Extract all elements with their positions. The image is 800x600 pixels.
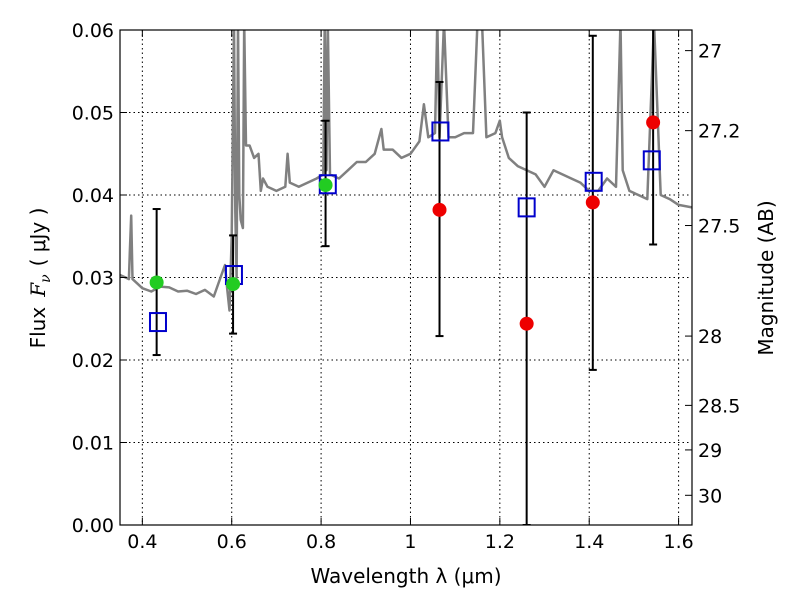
x-tick-label: 1.2 — [485, 531, 515, 553]
model-point — [431, 121, 450, 142]
y2-tick-label: 30 — [698, 485, 722, 507]
nir-point — [432, 202, 447, 217]
optical-point — [149, 275, 164, 290]
y2-tick-label: 27 — [698, 41, 722, 63]
x-tick-label: 0.8 — [306, 531, 336, 553]
y2-tick-label: 28.5 — [698, 395, 740, 417]
y2-axis-label-text: Magnitude (AB) — [754, 200, 778, 355]
y-tick-label: 0.04 — [72, 185, 114, 207]
nir-point — [585, 195, 600, 210]
x-tick-label: 1.4 — [574, 531, 604, 553]
y-tick-label: 0.02 — [72, 350, 114, 372]
y-axis-label: Flux Fν ( μJy ) — [26, 208, 54, 349]
nir-point — [519, 316, 534, 331]
y2-axis-label: Magnitude (AB) — [754, 200, 778, 355]
y-tick-label: 0.01 — [72, 433, 114, 455]
y-tick-label: 0.05 — [72, 103, 114, 125]
y-axis-label-prefix: Flux — [26, 307, 50, 349]
y-axis-label-subscript: ν — [38, 274, 54, 283]
model-point — [517, 197, 536, 218]
y-axis-label-unit: ( μJy ) — [26, 208, 50, 267]
ticks: 0.4 0.6 0.8 1 1.2 1.4 1.6 0.00 0.01 0.02 0.03 0.04 0… — [72, 20, 741, 553]
model-point — [148, 312, 167, 333]
nir-point — [646, 115, 661, 130]
x-tick-label: 0.6 — [217, 531, 247, 553]
y-tick-label: 0.06 — [72, 20, 114, 42]
x-axis-label: Wavelength λ (μm) — [310, 564, 501, 588]
marker-layer — [148, 115, 661, 333]
y-axis-label-symbol: F — [26, 282, 50, 298]
model-point — [642, 150, 661, 171]
y-tick-label: 0.03 — [72, 268, 114, 290]
x-tick-label: 1 — [404, 531, 416, 553]
model-point — [584, 171, 603, 192]
x-tick-label: 0.4 — [127, 531, 157, 553]
y2-tick-label: 27.5 — [698, 216, 740, 238]
optical-point — [318, 178, 333, 193]
y-tick-label: 0.00 — [72, 515, 114, 537]
y-axis-label-text: Flux Fν ( μJy ) — [26, 208, 54, 349]
optical-point — [226, 277, 241, 292]
y2-tick-label: 28 — [698, 326, 722, 348]
x-tick-label: 1.6 — [663, 531, 693, 553]
y2-tick-label: 29 — [698, 440, 722, 462]
y2-tick-label: 27.2 — [698, 121, 740, 143]
